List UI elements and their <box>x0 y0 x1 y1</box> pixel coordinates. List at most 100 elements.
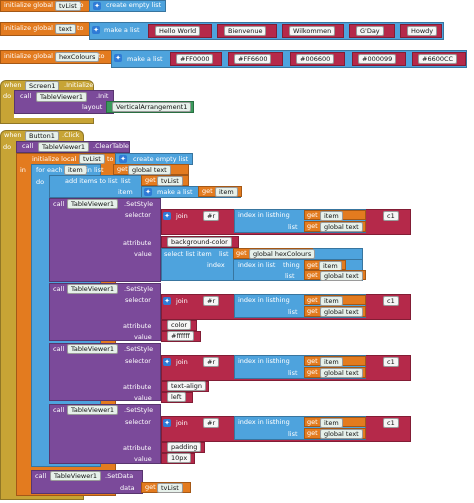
var-dropdown[interactable]: item <box>320 211 343 221</box>
to-label: to <box>98 52 105 60</box>
component-dropdown[interactable]: TableViewer1 <box>67 199 119 209</box>
local-name-field[interactable]: tvList <box>79 154 105 164</box>
mutator-gear-icon[interactable]: ✦ <box>163 419 171 427</box>
join-label: join <box>176 358 188 366</box>
mutator-gear-icon[interactable]: ✦ <box>163 212 171 220</box>
mutator-gear-icon[interactable]: ✦ <box>114 54 122 62</box>
var-dropdown[interactable]: item <box>320 296 343 306</box>
text-literal[interactable]: Wilkommen <box>289 26 336 36</box>
make-a-list-label: make a list <box>104 26 140 34</box>
text-literal[interactable]: #r <box>203 296 220 306</box>
component-dropdown[interactable]: Button1 <box>25 131 59 141</box>
text-literal[interactable]: Hello World <box>155 26 201 36</box>
text-literal[interactable]: #000099 <box>358 54 397 64</box>
loop-var-field[interactable]: item <box>64 165 87 175</box>
attribute-label: attribute <box>123 383 152 391</box>
init-global-keyword: initialize global <box>4 24 53 32</box>
text-literal[interactable]: padding <box>167 442 202 452</box>
text-literal[interactable]: #ffffff <box>167 331 194 341</box>
setstyle-call-block[interactable] <box>49 198 161 282</box>
var-dropdown[interactable]: item <box>320 357 343 367</box>
text-literal[interactable]: #r <box>203 418 220 428</box>
text-literal[interactable]: left <box>167 392 186 402</box>
attribute-label: attribute <box>123 322 152 330</box>
method-label: .SetStyle <box>124 345 154 353</box>
text-literal[interactable]: Howdy <box>407 26 438 36</box>
list-label: list <box>288 369 298 377</box>
text-literal[interactable]: #FF0000 <box>176 54 214 64</box>
create-empty-list-block[interactable] <box>89 0 166 12</box>
var-dropdown[interactable]: item <box>320 418 343 428</box>
mutator-gear-icon[interactable]: ✦ <box>163 297 171 305</box>
component-dropdown[interactable]: VerticalArrangement1 <box>112 102 192 112</box>
var-dropdown[interactable]: tvList <box>157 483 183 493</box>
thing-label: thing <box>273 418 290 426</box>
init-global-keyword: initialize global <box>4 52 53 60</box>
create-empty-list-label: create empty list <box>106 1 162 9</box>
var-dropdown[interactable]: tvList <box>157 176 183 186</box>
selector-label: selector <box>125 357 151 365</box>
value-label: value <box>134 394 152 402</box>
text-literal[interactable]: G'Day <box>356 26 384 36</box>
text-literal[interactable]: #6600CC <box>418 54 458 64</box>
event-name-label: .Initialize <box>64 81 94 89</box>
var-dropdown[interactable]: global text <box>320 429 363 439</box>
text-literal[interactable]: text-align <box>167 381 207 391</box>
component-dropdown[interactable]: TableViewer1 <box>38 142 90 152</box>
var-dropdown[interactable]: global text <box>320 222 363 232</box>
mutator-gear-icon[interactable]: ✦ <box>92 26 100 34</box>
get-label: get <box>307 307 318 315</box>
component-dropdown[interactable]: TableViewer1 <box>67 284 119 294</box>
get-label: get <box>307 368 318 376</box>
text-literal[interactable]: c1 <box>383 418 399 428</box>
get-label: get <box>145 176 156 184</box>
list-label: list <box>288 308 298 316</box>
var-dropdown[interactable]: item <box>215 187 238 197</box>
value-label: value <box>134 455 152 463</box>
text-literal[interactable]: Bienvenue <box>224 26 267 36</box>
do-label: do <box>3 143 12 151</box>
component-dropdown[interactable]: TableViewer1 <box>67 405 119 415</box>
var-dropdown[interactable]: global text <box>128 165 171 175</box>
text-literal[interactable]: #006600 <box>296 54 335 64</box>
init-local-label: initialize local <box>32 155 77 163</box>
method-label: .SetStyle <box>124 285 154 293</box>
event-name-label: .Click <box>62 131 80 139</box>
thing-label: thing <box>283 261 300 269</box>
text-literal[interactable]: #r <box>203 211 220 221</box>
component-dropdown[interactable]: TableViewer1 <box>67 344 119 354</box>
global-name-field[interactable]: tvList <box>55 1 81 11</box>
var-dropdown[interactable]: global text <box>320 368 363 378</box>
var-dropdown[interactable]: global text <box>320 307 363 317</box>
make-a-list-label: make a list <box>157 188 193 196</box>
mutator-gear-icon[interactable]: ✦ <box>163 358 171 366</box>
text-literal[interactable]: c1 <box>383 296 399 306</box>
mutator-gear-icon[interactable]: ✦ <box>93 2 101 10</box>
global-name-field[interactable]: text <box>55 24 76 34</box>
get-label: get <box>307 222 318 230</box>
mutator-gear-icon[interactable]: ✦ <box>144 188 152 196</box>
join-label: join <box>176 212 188 220</box>
text-literal[interactable]: #FF6600 <box>234 54 272 64</box>
text-literal[interactable]: #r <box>203 357 220 367</box>
to-label: to <box>77 1 84 9</box>
var-dropdown[interactable]: global hexColours <box>249 249 316 259</box>
method-label: .SetStyle <box>124 406 154 414</box>
text-literal[interactable]: c1 <box>383 357 399 367</box>
index-in-list-label: index in list <box>238 211 276 219</box>
data-label: data <box>120 484 135 492</box>
var-dropdown[interactable]: global text <box>320 271 363 281</box>
text-literal[interactable]: c1 <box>383 211 399 221</box>
component-dropdown[interactable]: TableViewer1 <box>36 92 88 102</box>
mutator-gear-icon[interactable]: ✦ <box>119 155 127 163</box>
text-literal[interactable]: background-color <box>167 237 232 247</box>
component-dropdown[interactable]: TableViewer1 <box>50 471 102 481</box>
list-label: list <box>285 272 295 280</box>
in-list-label: in list <box>86 166 104 174</box>
text-literal[interactable]: 10px <box>167 453 192 463</box>
call-label: call <box>22 142 34 150</box>
text-literal[interactable]: color <box>167 320 192 330</box>
global-name-field[interactable]: hexColours <box>55 52 100 62</box>
select-list-item-label: select list item <box>164 250 212 258</box>
call-label: call <box>20 92 32 100</box>
